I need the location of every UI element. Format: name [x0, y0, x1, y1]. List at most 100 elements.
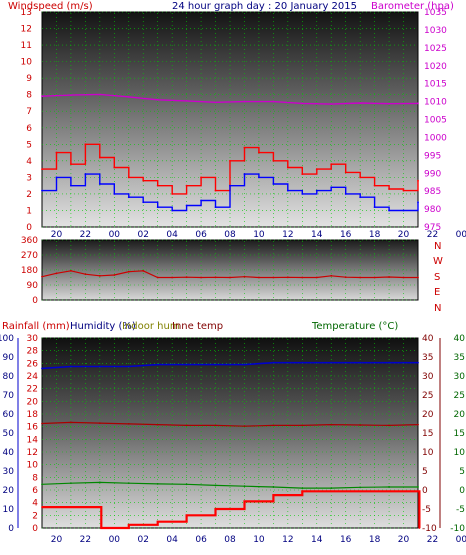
baro-y-tick-label: 1000: [424, 133, 447, 143]
rainfall-line-point: [100, 527, 103, 529]
humidity-line-point: [185, 363, 188, 366]
inne-temp-y-tick-label: -5: [422, 505, 431, 515]
wind-gust-line-point: [229, 159, 231, 162]
wind-average-line-point: [402, 209, 405, 212]
humidity-y-tick-label: 100: [0, 334, 14, 344]
x-tick-label: 16: [340, 230, 352, 240]
temp-y-tick-label: 25: [454, 391, 465, 401]
windspeed-label: Windspeed (m/s): [8, 1, 93, 12]
wind-average-line-point: [286, 189, 289, 192]
temperature-line-point: [417, 486, 419, 488]
humidity-line-point: [98, 365, 101, 368]
baro-y-tick-label: 1010: [424, 98, 447, 108]
wind-gust-line-point: [98, 156, 101, 159]
wind-average-line-point: [229, 184, 231, 187]
wind-gust-line-point: [171, 193, 174, 195]
wind-gust-line-point: [272, 159, 275, 162]
wind-y-tick-label: 7: [26, 107, 32, 117]
axis-labels: 0123456789101112139759809859909951000100…: [0, 8, 466, 545]
wind-average-line-point: [344, 193, 347, 195]
humidity-label: Humidity (%): [70, 321, 136, 332]
wind-average-line-point: [373, 206, 376, 209]
temperature-label: Temperature (°C): [311, 321, 398, 332]
rain-y-tick-label: 16: [27, 423, 39, 433]
wind-y-tick-label: 10: [21, 58, 33, 68]
rainfall-line-point: [330, 490, 333, 493]
wind-average-line-point: [315, 189, 318, 192]
x-tick-label: 22: [80, 230, 91, 240]
barometer-line-point: [41, 95, 43, 98]
wind-direction-line-point: [258, 276, 260, 279]
wind-average-line-point: [98, 183, 101, 185]
rainfall-line-point: [98, 506, 101, 508]
humidity-y-tick-label: 60: [3, 410, 15, 420]
inne-temp-line-point: [272, 424, 275, 427]
indoor-hum-label: Indoor hum: [122, 321, 180, 332]
wind-average-line-point: [301, 193, 304, 195]
x-tick-label: 16: [340, 535, 352, 545]
rainfall-line: [42, 490, 421, 530]
rain-y-tick-label: 18: [27, 410, 39, 420]
barometer-line-point: [417, 102, 419, 105]
wind-gust-line-point: [214, 189, 217, 192]
wind-gust-line-point: [127, 176, 130, 179]
inne-temp-line-point: [156, 423, 159, 426]
wind-gust-line-point: [243, 146, 246, 149]
x-tick-label: 20: [398, 230, 410, 240]
inne-temp-line-point: [417, 423, 419, 426]
humidity-y-tick-label: 10: [3, 505, 15, 515]
inne-temp-y-tick-label: 10: [422, 448, 434, 458]
humidity-line-point: [41, 367, 43, 370]
wind-direction-line-point: [229, 276, 231, 279]
humidity-y-tick-label: 20: [3, 486, 15, 496]
inne-temp-line-point: [185, 424, 188, 427]
baro-y-tick-label: 1030: [424, 26, 447, 36]
wind-gust-line-point: [70, 163, 72, 166]
inne-temp-line-point: [388, 424, 390, 427]
humidity-y-tick-label: 30: [3, 467, 15, 477]
rainfall-label: Rainfall (mm): [2, 321, 70, 332]
humidity-line-point: [301, 361, 304, 364]
inne-temp-line-point: [70, 421, 72, 424]
temp-y-tick-label: 30: [454, 372, 466, 382]
wind-average-line-point: [388, 209, 390, 212]
inne-temp-line-point: [243, 425, 246, 428]
inne-temp-y-tick-label: 20: [422, 410, 434, 420]
wind-direction-line-point: [41, 275, 43, 278]
wind-gust-line-point: [359, 176, 362, 179]
wind-average-line-point: [41, 189, 43, 192]
wind-direction-line-point: [402, 276, 405, 279]
wind-direction-line-point: [142, 269, 145, 272]
temperature-line-point: [272, 486, 275, 488]
wind-direction-line-point: [344, 276, 347, 279]
wind-average-line-point: [359, 196, 362, 199]
x-tick-label: 04: [166, 230, 178, 240]
wind-direction-line-point: [417, 276, 419, 279]
wind-y-tick-label: 13: [21, 8, 32, 18]
rainfall-line-point: [41, 506, 43, 508]
baro-y-tick-label: 980: [424, 205, 441, 215]
wind-gust-line-point: [185, 184, 188, 187]
rain-y-tick-label: 14: [27, 435, 39, 445]
x-tick-label: 20: [51, 230, 63, 240]
barometer-label: Barometer (hpa): [371, 1, 454, 12]
wind-average-line-point: [55, 176, 58, 179]
wind-direction-line-point: [98, 274, 101, 277]
barometer-line-point: [388, 102, 390, 105]
compass-e: E: [434, 287, 440, 298]
rainfall-line-point: [272, 494, 275, 496]
baro-y-tick-label: 1020: [424, 62, 447, 72]
inne-temp-y-tick-label: 0: [422, 486, 428, 496]
wind-gust-line-point: [200, 176, 202, 179]
rainfall-line-point: [417, 490, 419, 493]
inne-temp-y-tick-label: 5: [422, 467, 428, 477]
temperature-line-point: [243, 485, 246, 488]
barometer-line: [41, 93, 419, 105]
temp-y-tick-label: 10: [454, 448, 466, 458]
wind-average-line-point: [214, 206, 217, 209]
temperature-line-point: [388, 486, 390, 488]
humidity-line-point: [388, 361, 390, 364]
barometer-line-point: [359, 102, 362, 104]
x-tick-label: 00: [456, 535, 466, 545]
x-tick-label: 02: [138, 535, 149, 545]
